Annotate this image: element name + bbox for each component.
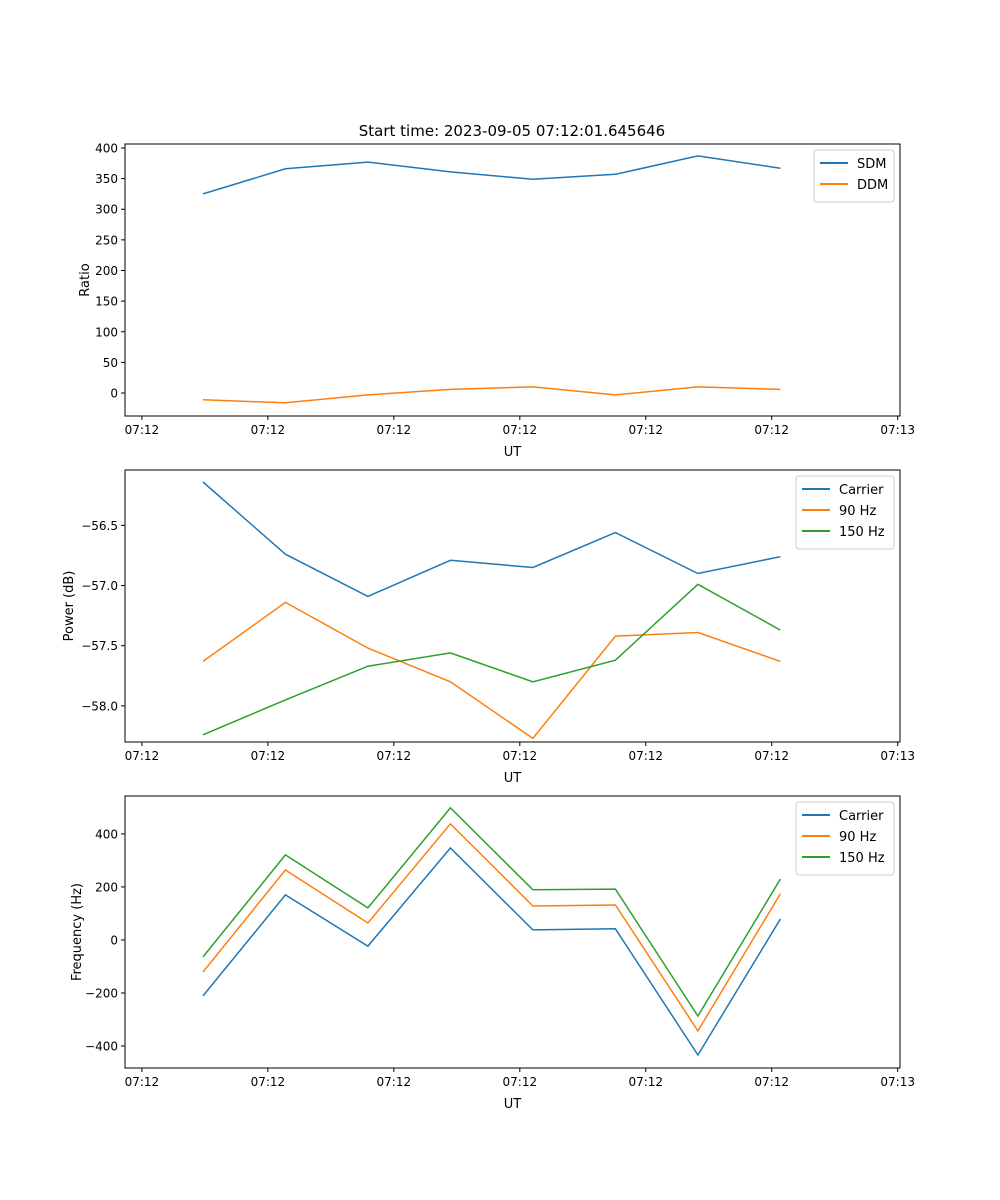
series-line-90-hz [202, 822, 782, 1033]
y-tick-label: 250 [95, 233, 118, 247]
x-tick-label: 07:12 [628, 749, 663, 763]
y-axis-label: Frequency (Hz) [70, 883, 85, 981]
y-tick-label: −200 [85, 986, 118, 1000]
x-tick-label: 07:12 [503, 749, 538, 763]
x-tick-label: 07:13 [880, 749, 915, 763]
y-axis-label: Ratio [78, 263, 93, 296]
y-tick-label: 200 [95, 880, 118, 894]
x-tick-label: 07:12 [754, 423, 789, 437]
series-line-carrier [202, 481, 781, 598]
y-tick-label: −57.5 [81, 639, 118, 653]
x-axis-label: UT [504, 445, 522, 460]
y-tick-label: 300 [95, 203, 118, 217]
y-tick-label: −400 [85, 1039, 118, 1053]
x-tick-label: 07:13 [880, 1075, 915, 1089]
legend-label: SDM [857, 157, 886, 172]
series-line-150-hz [202, 806, 782, 1018]
legend-label: Carrier [839, 483, 884, 498]
axes-frame [124, 795, 901, 1069]
y-tick-label: 0 [110, 933, 118, 947]
x-tick-label: 07:12 [125, 423, 160, 437]
legend: Carrier 90 Hz 150 Hz [795, 475, 895, 550]
x-tick-label: 07:12 [251, 423, 286, 437]
y-tick-label: −56.5 [81, 519, 118, 533]
axes-frame [124, 469, 901, 743]
subplot-1: 07:12 07:12 07:12 07:12 07:12 07:12 07:13 UT 0 50… [78, 141, 915, 460]
x-tick-label: 07:12 [377, 749, 412, 763]
y-tick-label: 100 [95, 325, 118, 339]
x-tick-label: 07:12 [628, 1075, 663, 1089]
y-tick-label: 150 [95, 295, 118, 309]
x-tick-label: 07:12 [377, 423, 412, 437]
series-line-150-hz [202, 583, 781, 736]
y-tick-label: 400 [95, 827, 118, 841]
legend-label: 150 Hz [839, 851, 885, 866]
legend-label: 90 Hz [839, 830, 876, 845]
series-line-90-hz [202, 601, 781, 740]
series-line-ddm [202, 386, 781, 404]
x-tick-label: 07:13 [880, 423, 915, 437]
series-line-carrier [202, 846, 782, 1057]
x-tick-label: 07:12 [503, 1075, 538, 1089]
subplot-2: 07:12 07:12 07:12 07:12 07:12 07:12 07:13 UT −58… [62, 469, 915, 786]
legend-label: 90 Hz [839, 504, 876, 519]
legend-label: 150 Hz [839, 525, 885, 540]
legend-label: DDM [857, 178, 888, 193]
y-tick-label: −58.0 [81, 699, 118, 713]
x-tick-label: 07:12 [377, 1075, 412, 1089]
figure-title: Start time: 2023-09-05 07:12:01.645646 [359, 122, 665, 140]
legend: SDM DDM [813, 149, 895, 203]
x-tick-label: 07:12 [628, 423, 663, 437]
series-line-sdm [202, 155, 781, 195]
x-tick-label: 07:12 [125, 1075, 160, 1089]
x-tick-label: 07:12 [251, 1075, 286, 1089]
y-tick-label: 200 [95, 264, 118, 278]
x-tick-label: 07:12 [503, 423, 538, 437]
axes-frame [124, 143, 901, 417]
legend-label: Carrier [839, 809, 884, 824]
y-tick-label: 0 [110, 387, 118, 401]
x-axis-label: UT [504, 1097, 522, 1112]
y-tick-label: 50 [103, 356, 118, 370]
x-tick-label: 07:12 [251, 749, 286, 763]
x-tick-label: 07:12 [754, 749, 789, 763]
y-tick-label: 350 [95, 172, 118, 186]
x-tick-label: 07:12 [125, 749, 160, 763]
x-tick-label: 07:12 [754, 1075, 789, 1089]
y-tick-label: −57.0 [81, 579, 118, 593]
y-axis-label: Power (dB) [62, 571, 77, 642]
y-tick-label: 400 [95, 141, 118, 155]
x-axis-label: UT [504, 771, 522, 786]
legend: Carrier 90 Hz 150 Hz [795, 801, 895, 876]
subplot-3: 07:12 07:12 07:12 07:12 07:12 07:12 07:13 UT −40… [70, 795, 915, 1112]
